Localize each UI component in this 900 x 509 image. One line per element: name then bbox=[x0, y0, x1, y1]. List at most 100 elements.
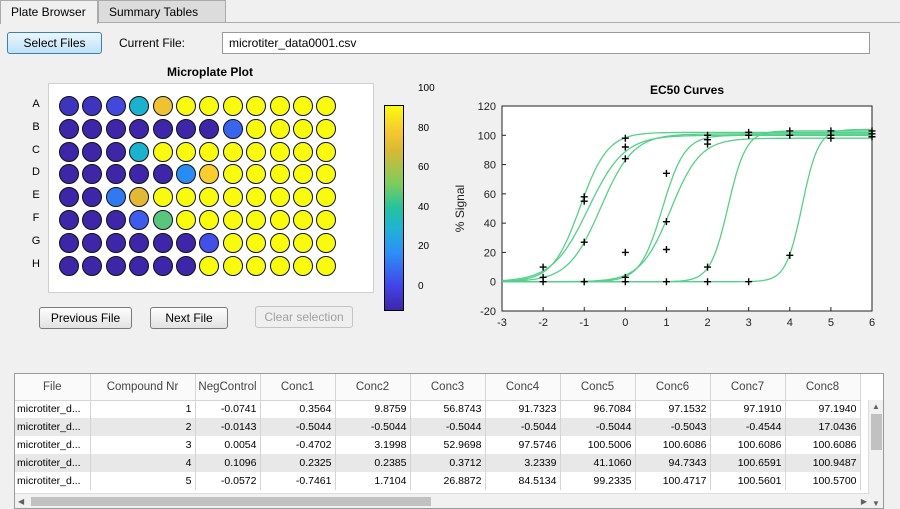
table-cell[interactable]: 4 bbox=[90, 454, 196, 472]
table-cell[interactable]: 2 bbox=[90, 418, 196, 436]
table-cell[interactable]: 100.4717 bbox=[635, 472, 711, 490]
plate-well[interactable] bbox=[105, 164, 126, 185]
plate-well[interactable] bbox=[59, 255, 79, 276]
plate-well[interactable] bbox=[269, 141, 290, 162]
column-header[interactable]: Conc4 bbox=[485, 374, 561, 401]
plate-well[interactable] bbox=[316, 96, 337, 116]
plate-well[interactable] bbox=[199, 232, 220, 253]
plate-well[interactable] bbox=[152, 141, 173, 162]
plate-well[interactable] bbox=[152, 255, 173, 276]
table-cell[interactable]: 100.5700 bbox=[785, 472, 861, 490]
scroll-left-icon[interactable]: ◀ bbox=[18, 497, 25, 506]
plate-well[interactable] bbox=[222, 210, 243, 230]
plate-well[interactable] bbox=[176, 232, 196, 253]
plate-well[interactable] bbox=[199, 255, 220, 276]
table-cell[interactable]: 94.7343 bbox=[635, 454, 711, 472]
plate-well[interactable] bbox=[82, 255, 103, 276]
table-cell[interactable]: -0.4544 bbox=[710, 418, 786, 436]
plate-well[interactable] bbox=[246, 232, 267, 253]
table-cell[interactable]: 0.1096 bbox=[195, 454, 261, 472]
column-header[interactable]: Conc3 bbox=[410, 374, 486, 401]
plate-well[interactable] bbox=[82, 232, 103, 253]
table-cell[interactable]: -0.5043 bbox=[635, 418, 711, 436]
table-row[interactable]: microtiter_d... 1 -0.0741 0.3564 9.8759 56.87… bbox=[15, 400, 861, 418]
table-cell[interactable]: 100.6086 bbox=[785, 436, 861, 454]
tab-summary-tables[interactable]: Summary Tables bbox=[98, 0, 226, 23]
plate-well[interactable] bbox=[152, 118, 173, 139]
plate-well[interactable] bbox=[129, 187, 150, 208]
table-cell[interactable]: 0.0054 bbox=[195, 436, 261, 454]
vertical-scroll-thumb[interactable] bbox=[871, 414, 882, 450]
table-cell[interactable]: 97.1940 bbox=[785, 400, 861, 418]
table-row[interactable]: microtiter_d... 4 0.1096 0.2325 0.2385 0.3712… bbox=[15, 454, 861, 472]
plate-well[interactable] bbox=[316, 210, 337, 230]
plate-well[interactable] bbox=[152, 187, 173, 208]
tab-plate-browser[interactable]: Plate Browser bbox=[0, 0, 98, 24]
plate-well[interactable] bbox=[82, 164, 103, 185]
plate-well[interactable] bbox=[105, 141, 126, 162]
plate-well[interactable] bbox=[246, 187, 267, 208]
table-cell[interactable]: -0.5044 bbox=[560, 418, 636, 436]
plate-well[interactable] bbox=[199, 210, 220, 230]
plate-well[interactable] bbox=[59, 141, 79, 162]
plate-well[interactable] bbox=[316, 187, 337, 208]
plate-well[interactable] bbox=[152, 210, 173, 230]
plate-well[interactable] bbox=[82, 118, 103, 139]
plate-well[interactable] bbox=[293, 118, 313, 139]
table-cell[interactable]: 52.9698 bbox=[410, 436, 486, 454]
plate-well[interactable] bbox=[199, 164, 220, 185]
plate-well[interactable] bbox=[293, 164, 313, 185]
table-cell[interactable]: microtiter_d... bbox=[15, 418, 91, 436]
plate-well[interactable] bbox=[316, 118, 337, 139]
plate-well[interactable] bbox=[82, 141, 103, 162]
plate-well[interactable] bbox=[246, 141, 267, 162]
plate-well[interactable] bbox=[105, 232, 126, 253]
plate-well[interactable] bbox=[59, 210, 79, 230]
plate-well[interactable] bbox=[293, 210, 313, 230]
plate-well[interactable] bbox=[59, 164, 79, 185]
plate-well[interactable] bbox=[293, 187, 313, 208]
table-cell[interactable]: microtiter_d... bbox=[15, 454, 91, 472]
plate-well[interactable] bbox=[222, 232, 243, 253]
column-header[interactable]: Conc2 bbox=[335, 374, 411, 401]
column-header[interactable]: Conc1 bbox=[260, 374, 336, 401]
table-cell[interactable]: 26.8872 bbox=[410, 472, 486, 490]
table-cell[interactable]: microtiter_d... bbox=[15, 472, 91, 490]
table-cell[interactable]: 17.0436 bbox=[785, 418, 861, 436]
plate-well[interactable] bbox=[129, 141, 150, 162]
plate-well[interactable] bbox=[246, 96, 267, 116]
previous-file-button[interactable]: Previous File bbox=[39, 307, 132, 329]
plate-well[interactable] bbox=[152, 232, 173, 253]
plate-well[interactable] bbox=[129, 232, 150, 253]
plate-well[interactable] bbox=[176, 255, 196, 276]
plate-well[interactable] bbox=[129, 96, 150, 116]
column-header[interactable]: Conc6 bbox=[635, 374, 711, 401]
plate-well[interactable] bbox=[82, 96, 103, 116]
plate-well[interactable] bbox=[293, 255, 313, 276]
plate-well[interactable] bbox=[176, 210, 196, 230]
column-header[interactable]: NegControl bbox=[195, 374, 261, 401]
table-row[interactable]: microtiter_d... 2 -0.0143 -0.5044 -0.5044 -0.… bbox=[15, 418, 861, 436]
plate-well[interactable] bbox=[222, 255, 243, 276]
table-cell[interactable]: 97.1910 bbox=[710, 400, 786, 418]
column-header[interactable]: File bbox=[15, 374, 91, 401]
table-cell[interactable]: 100.6591 bbox=[710, 454, 786, 472]
table-cell[interactable]: 1.7104 bbox=[335, 472, 411, 490]
table-cell[interactable]: -0.0741 bbox=[195, 400, 261, 418]
plate-well[interactable] bbox=[269, 210, 290, 230]
plate-well[interactable] bbox=[222, 141, 243, 162]
table-cell[interactable]: 1 bbox=[90, 400, 196, 418]
plate-well[interactable] bbox=[269, 164, 290, 185]
scroll-up-icon[interactable]: ▲ bbox=[872, 402, 880, 411]
plate-well[interactable] bbox=[176, 164, 196, 185]
plate-well[interactable] bbox=[293, 232, 313, 253]
plate-well[interactable] bbox=[316, 141, 337, 162]
plate-well[interactable] bbox=[59, 96, 79, 116]
table-cell[interactable]: 96.7084 bbox=[560, 400, 636, 418]
table-cell[interactable]: 97.1532 bbox=[635, 400, 711, 418]
plate-well[interactable] bbox=[152, 164, 173, 185]
table-cell[interactable]: 100.5601 bbox=[710, 472, 786, 490]
plate-well[interactable] bbox=[222, 164, 243, 185]
plate-well[interactable] bbox=[269, 96, 290, 116]
